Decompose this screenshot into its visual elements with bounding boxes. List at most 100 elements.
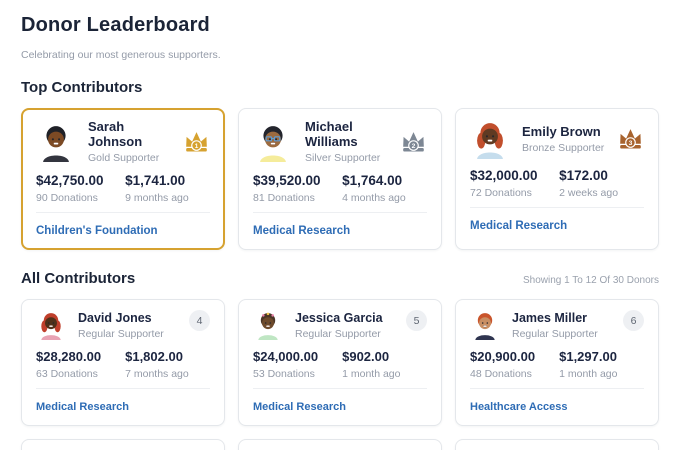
- page-title: Donor Leaderboard: [21, 14, 210, 36]
- donor-card[interactable]: David Jones Regular Supporter 4 $28,280.…: [21, 299, 225, 426]
- donor-name: Emily Brown: [522, 124, 601, 139]
- top-contributors-grid: Sarah Johnson Gold Supporter 1 $42,750.0…: [21, 108, 659, 250]
- last-donation-amount: $1,802.00: [125, 349, 183, 364]
- page-subtitle: Celebrating our most generous supporters…: [21, 49, 221, 61]
- donor-tier: Regular Supporter: [512, 327, 598, 340]
- card-divider: [470, 388, 644, 389]
- donations-count: 72 Donations: [470, 187, 532, 199]
- donations-count: 63 Donations: [36, 368, 98, 380]
- donor-card-header: David Jones Regular Supporter 4: [36, 310, 210, 340]
- donor-card-header: James Miller Regular Supporter 6: [470, 310, 644, 340]
- donor-avatar: [470, 119, 510, 159]
- recent-stat: $1,764.00 4 months ago: [342, 173, 427, 204]
- rank-crown-icon: 2: [400, 130, 427, 154]
- total-donated-amount: $32,000.00: [470, 168, 538, 183]
- last-donation-amount: $1,741.00: [125, 173, 186, 188]
- donor-tier: Regular Supporter: [78, 327, 164, 340]
- donor-avatar: [36, 122, 76, 162]
- svg-text:3: 3: [629, 140, 633, 147]
- donor-tier: Gold Supporter: [88, 152, 160, 164]
- donor-card[interactable]: James Miller Regular Supporter 6 $20,900…: [455, 299, 659, 426]
- donor-avatar: [36, 310, 66, 340]
- recent-stat: $172.00 2 weeks ago: [559, 168, 644, 199]
- donor-identity: James Miller Regular Supporter: [512, 311, 611, 340]
- donor-avatar: [253, 310, 283, 340]
- cause-link[interactable]: Healthcare Access: [470, 401, 568, 413]
- donor-card[interactable]: Jessica Garcia Regular Supporter 5 $24,0…: [238, 299, 442, 426]
- donations-count: 81 Donations: [253, 192, 315, 204]
- last-donation-time: 4 months ago: [342, 192, 406, 204]
- card-divider: [36, 212, 210, 213]
- section-title-top-contributors: Top Contributors: [21, 79, 143, 96]
- donor-stats: $39,520.00 81 Donations $1,764.00 4 mont…: [253, 173, 427, 204]
- total-donated-amount: $42,750.00: [36, 173, 104, 188]
- donor-tier: Silver Supporter: [305, 152, 381, 164]
- donor-name: David Jones: [78, 310, 152, 325]
- donor-avatar: [253, 122, 293, 162]
- total-stat: $32,000.00 72 Donations: [470, 168, 559, 199]
- last-donation-time: 9 months ago: [125, 192, 189, 204]
- donor-stats: $32,000.00 72 Donations $172.00 2 weeks …: [470, 168, 644, 199]
- cause-link[interactable]: Medical Research: [253, 401, 346, 413]
- donor-card[interactable]: Sarah Johnson Gold Supporter 1 $42,750.0…: [21, 108, 225, 250]
- last-donation-time: 2 weeks ago: [559, 187, 619, 199]
- donor-card-header: Sarah Johnson Gold Supporter 1: [36, 119, 210, 164]
- cause-link[interactable]: Medical Research: [253, 225, 351, 237]
- card-divider: [253, 212, 427, 213]
- donor-stats: $28,280.00 63 Donations $1,802.00 7 mont…: [36, 349, 210, 380]
- last-donation-time: 7 months ago: [125, 368, 189, 380]
- total-donated-amount: $39,520.00: [253, 173, 321, 188]
- donations-count: 90 Donations: [36, 192, 98, 204]
- donor-card[interactable]: Amanda Davis Regular Supporter 7 $19,190…: [21, 439, 225, 450]
- donor-card[interactable]: Jennifer Martinez Regular Supporter 9 $1…: [455, 439, 659, 450]
- donations-count: 48 Donations: [470, 368, 532, 380]
- cause-link[interactable]: Medical Research: [36, 401, 129, 413]
- donor-identity: David Jones Regular Supporter: [78, 311, 177, 340]
- donations-count: 53 Donations: [253, 368, 315, 380]
- recent-stat: $1,297.00 1 month ago: [559, 349, 644, 380]
- donor-stats: $24,000.00 53 Donations $902.00 1 month …: [253, 349, 427, 380]
- last-donation-amount: $172.00: [559, 168, 608, 183]
- all-contributors-grid: David Jones Regular Supporter 4 $28,280.…: [21, 299, 659, 450]
- total-donated-amount: $28,280.00: [36, 349, 102, 364]
- pagination-status: Showing 1 To 12 Of 30 Donors: [522, 275, 659, 286]
- cause-link[interactable]: Medical Research: [470, 220, 568, 232]
- last-donation-time: 1 month ago: [342, 368, 401, 380]
- donor-card[interactable]: Michael Williams Silver Supporter 2 $39,…: [238, 108, 442, 250]
- donor-avatar: [470, 310, 500, 340]
- rank-crown-icon: 3: [617, 127, 644, 151]
- donor-name: Michael Williams: [305, 119, 358, 149]
- total-stat: $39,520.00 81 Donations: [253, 173, 342, 204]
- donor-card-header: Michael Williams Silver Supporter 2: [253, 119, 427, 164]
- svg-text:1: 1: [195, 142, 199, 149]
- recent-stat: $1,802.00 7 months ago: [125, 349, 210, 380]
- donor-stats: $20,900.00 48 Donations $1,297.00 1 mont…: [470, 349, 644, 380]
- total-stat: $20,900.00 48 Donations: [470, 349, 559, 380]
- donor-name: James Miller: [512, 310, 588, 325]
- donor-card[interactable]: Robert Rodriguez Regular Supporter 8 $16…: [238, 439, 442, 450]
- total-donated-amount: $20,900.00: [470, 349, 536, 364]
- section-title-all-contributors: All Contributors: [21, 270, 136, 287]
- card-divider: [470, 207, 644, 208]
- total-stat: $24,000.00 53 Donations: [253, 349, 342, 380]
- donor-card-header: Jessica Garcia Regular Supporter 5: [253, 310, 427, 340]
- donor-stats: $42,750.00 90 Donations $1,741.00 9 mont…: [36, 173, 210, 204]
- cause-link[interactable]: Children's Foundation: [36, 225, 158, 237]
- last-donation-amount: $1,764.00: [342, 173, 403, 188]
- card-divider: [36, 388, 210, 389]
- donor-tier: Bronze Supporter: [522, 142, 605, 154]
- total-donated-amount: $24,000.00: [253, 349, 319, 364]
- last-donation-amount: $1,297.00: [559, 349, 617, 364]
- donor-tier: Regular Supporter: [295, 327, 381, 340]
- rank-badge: 5: [406, 310, 427, 331]
- donor-card[interactable]: Emily Brown Bronze Supporter 3 $32,000.0…: [455, 108, 659, 250]
- rank-crown-icon: 1: [183, 130, 210, 154]
- donor-name: Jessica Garcia: [295, 310, 383, 325]
- recent-stat: $902.00 1 month ago: [342, 349, 427, 380]
- card-divider: [253, 388, 427, 389]
- all-contributors-header: All Contributors Showing 1 To 12 Of 30 D…: [21, 270, 659, 287]
- donor-card-header: Emily Brown Bronze Supporter 3: [470, 119, 644, 159]
- donor-identity: Jessica Garcia Regular Supporter: [295, 311, 394, 340]
- total-stat: $42,750.00 90 Donations: [36, 173, 125, 204]
